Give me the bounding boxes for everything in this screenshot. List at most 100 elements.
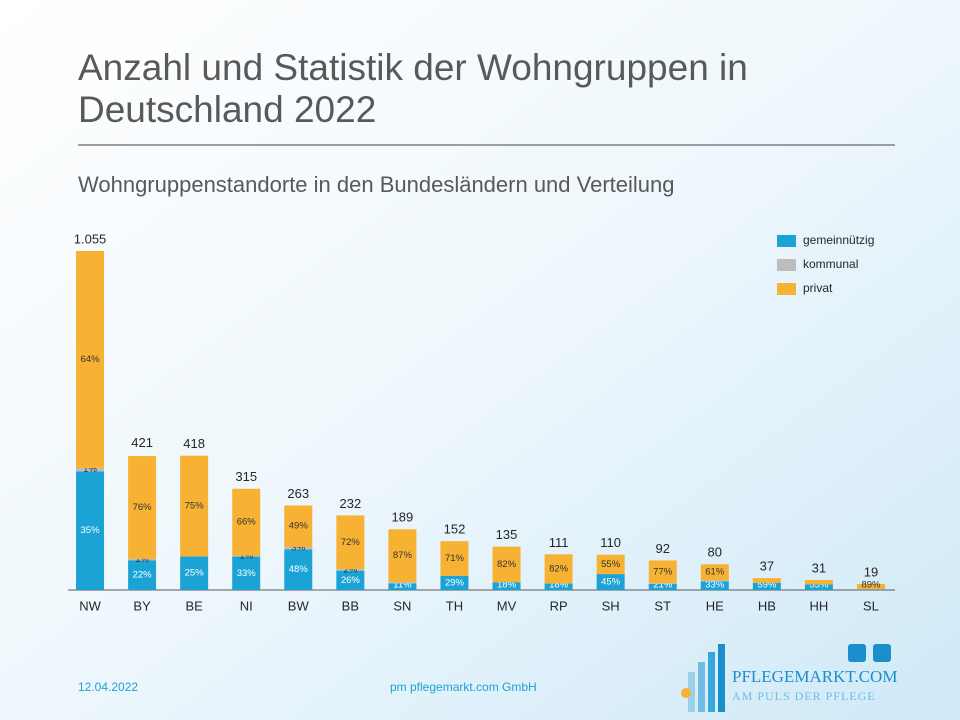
x-tick-label: HH bbox=[810, 598, 829, 613]
bar-segment bbox=[700, 581, 729, 590]
legend-swatch bbox=[777, 283, 796, 295]
total-label: 315 bbox=[235, 469, 257, 484]
legend-label: gemeinnützig bbox=[803, 233, 874, 247]
segment-label: 82% bbox=[497, 559, 517, 570]
total-label: 92 bbox=[655, 541, 669, 556]
total-label: 1.055 bbox=[74, 231, 107, 246]
total-label: 19 bbox=[864, 564, 878, 579]
linkedin-icon[interactable] bbox=[848, 644, 866, 662]
x-tick-label: BE bbox=[185, 598, 203, 613]
segment-label: 18% bbox=[549, 580, 569, 591]
company: pm pflegemarkt.com GmbH bbox=[390, 680, 537, 694]
total-label: 31 bbox=[812, 560, 826, 575]
total-label: 135 bbox=[496, 527, 518, 542]
bar-segment bbox=[700, 579, 729, 582]
bar-segment bbox=[492, 546, 521, 583]
segment-label: 45% bbox=[601, 577, 621, 588]
bar-segment bbox=[284, 546, 313, 550]
bar-segment bbox=[388, 583, 417, 590]
x-tick-label: BB bbox=[342, 598, 359, 613]
title: Deutschland 2022 bbox=[78, 89, 376, 130]
x-tick-label: NW bbox=[79, 598, 101, 613]
logo-dot bbox=[681, 688, 691, 698]
xing-icon[interactable] bbox=[873, 644, 891, 662]
total-label: 80 bbox=[708, 545, 722, 560]
subtitle: Wohngruppenstandorte in den Bundesländer… bbox=[78, 172, 675, 197]
bar-segment bbox=[700, 564, 729, 580]
bar-segment bbox=[492, 582, 521, 590]
bar-segment bbox=[648, 583, 677, 584]
segment-label: 82% bbox=[549, 563, 569, 574]
legend-swatch bbox=[777, 259, 796, 271]
bar-segment bbox=[76, 251, 105, 468]
bar-segment bbox=[596, 574, 625, 590]
x-tick-label: RP bbox=[550, 598, 568, 613]
logo-bar bbox=[698, 662, 705, 712]
total-label: 189 bbox=[392, 510, 414, 525]
bar-segment bbox=[856, 583, 885, 590]
legend-label: kommunal bbox=[803, 257, 858, 271]
logo-bar bbox=[718, 644, 725, 712]
bar-segment bbox=[128, 456, 157, 559]
bar-segment bbox=[648, 583, 677, 590]
segment-label: 21% bbox=[653, 580, 673, 591]
logo-text: PFLEGEMARKT.COM bbox=[732, 667, 897, 686]
bar-segment bbox=[336, 570, 365, 590]
bar-segment bbox=[544, 583, 573, 590]
bar-segment bbox=[336, 569, 365, 571]
title: Anzahl und Statistik der Wohngruppen in bbox=[78, 47, 748, 88]
total-label: 232 bbox=[339, 496, 361, 511]
segment-label: 59% bbox=[757, 580, 777, 591]
bar-segment bbox=[128, 558, 157, 561]
total-label: 37 bbox=[760, 559, 774, 574]
x-tick-label: MV bbox=[497, 598, 517, 613]
total-label: 110 bbox=[600, 535, 621, 550]
segment-label: 76% bbox=[133, 502, 153, 513]
total-label: 421 bbox=[131, 435, 153, 450]
segment-label: 29% bbox=[445, 577, 465, 588]
bar-segment bbox=[752, 578, 781, 583]
bar-segment bbox=[856, 589, 885, 590]
legend-label: privat bbox=[803, 281, 833, 295]
segment-label: 66% bbox=[237, 517, 257, 528]
segment-label: 75% bbox=[185, 501, 205, 512]
x-tick-label: BY bbox=[133, 598, 151, 613]
x-tick-label: NI bbox=[240, 598, 253, 613]
bar-segment bbox=[232, 556, 261, 590]
segment-label: 1% bbox=[135, 554, 149, 565]
segment-label: 18% bbox=[497, 580, 517, 591]
bar-segment bbox=[752, 582, 781, 590]
x-tick-label: SL bbox=[863, 598, 879, 613]
x-tick-label: HE bbox=[706, 598, 724, 613]
segment-label: 61% bbox=[705, 567, 725, 578]
segment-label: 33% bbox=[237, 568, 257, 579]
bar-segment bbox=[388, 529, 417, 583]
segment-label: 48% bbox=[289, 564, 309, 575]
bar-segment bbox=[388, 582, 417, 584]
bar-segment bbox=[804, 584, 833, 590]
segment-label: 55% bbox=[601, 559, 621, 570]
bar-segment bbox=[76, 467, 105, 472]
segment-label: 25% bbox=[185, 568, 205, 579]
date: 12.04.2022 bbox=[78, 680, 138, 694]
x-tick-label: BW bbox=[288, 598, 310, 613]
segment-label: 11% bbox=[393, 580, 412, 591]
total-label: 418 bbox=[183, 436, 205, 451]
logo: PFLEGEMARKT.COM AM PULS DER PFLEGE bbox=[681, 644, 897, 712]
total-label: 263 bbox=[287, 486, 309, 501]
segment-label: 35% bbox=[81, 525, 101, 536]
bar-segment bbox=[180, 556, 209, 590]
segment-label: 72% bbox=[341, 537, 361, 548]
bar-segment bbox=[440, 541, 469, 576]
segment-label: 64% bbox=[81, 354, 101, 365]
bar-segment bbox=[284, 549, 313, 590]
x-tick-label: SN bbox=[393, 598, 411, 613]
bar-segment bbox=[180, 455, 209, 557]
bar-segment bbox=[76, 471, 105, 590]
bar-segment bbox=[648, 560, 677, 584]
segment-label: 22% bbox=[133, 570, 153, 581]
segment-label: 2% bbox=[343, 564, 357, 575]
x-tick-label: HB bbox=[758, 598, 776, 613]
